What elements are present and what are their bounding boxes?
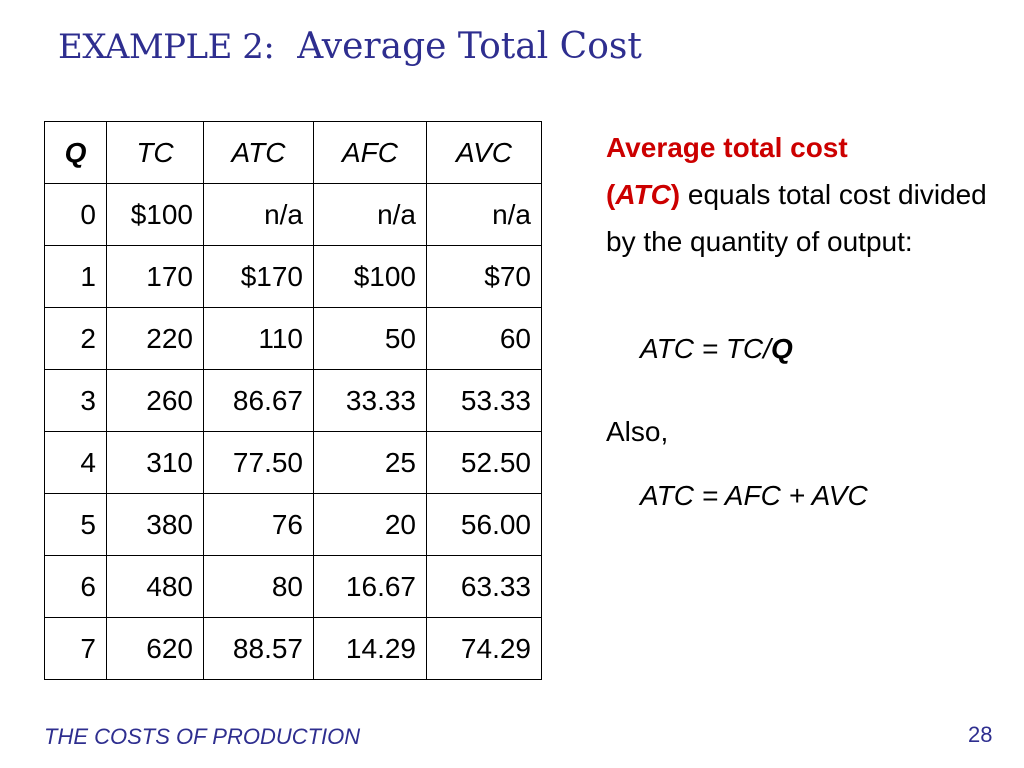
table-cell: n/a — [203, 183, 314, 246]
table-cell: 220 — [106, 307, 204, 370]
header-afc: AFC — [313, 121, 427, 184]
table-cell: 86.67 — [203, 369, 314, 432]
table-cell: 77.50 — [203, 431, 314, 494]
abbr-open: ( — [606, 179, 616, 210]
header-atc: ATC — [203, 121, 314, 184]
table-cell: 50 — [313, 307, 427, 370]
slide-title: EXAMPLE 2: Average Total Cost — [58, 26, 642, 67]
table-cell: 60 — [426, 307, 542, 370]
table-body: 0 $100 n/a n/a n/a 1 170 $170 $100 $70 2 220 110 50 60… — [44, 183, 542, 680]
table-cell: 6 — [44, 555, 107, 618]
table-cell: 52.50 — [426, 431, 542, 494]
table-cell: 88.57 — [203, 617, 314, 680]
table-cell: $100 — [313, 245, 427, 308]
formula1-lhs: ATC = TC/ — [640, 333, 771, 364]
title-prefix: EXAMPLE 2: — [58, 27, 275, 67]
also-text: Also, — [606, 416, 669, 447]
definition-body: equals total cost divided by the quantit… — [606, 179, 987, 257]
header-tc: TC — [106, 121, 204, 184]
formula-atc: ATC = TC/Q — [640, 333, 793, 365]
definition-text: Average total cost (ATC) equals total co… — [606, 124, 1006, 265]
table-cell: 260 — [106, 369, 204, 432]
abbr-close: ) — [670, 179, 681, 210]
table-row: 0 $100 n/a n/a n/a — [44, 183, 542, 246]
table-cell: 620 — [106, 617, 204, 680]
header-avc: AVC — [426, 121, 542, 184]
table-cell: 20 — [313, 493, 427, 556]
table-row: 7 620 88.57 14.29 74.29 — [44, 617, 542, 680]
table-cell: 80 — [203, 555, 314, 618]
formula1-q: Q — [770, 333, 793, 364]
table-cell: $170 — [203, 245, 314, 308]
table-cell: 5 — [44, 493, 107, 556]
table-row: 5 380 76 20 56.00 — [44, 493, 542, 556]
table-row: 6 480 80 16.67 63.33 — [44, 555, 542, 618]
table-cell: 16.67 — [313, 555, 427, 618]
table-cell: 310 — [106, 431, 204, 494]
table-cell: 3 — [44, 369, 107, 432]
table-cell: 74.29 — [426, 617, 542, 680]
table-cell: 0 — [44, 183, 107, 246]
title-main: Average Total Cost — [297, 26, 642, 67]
page-number: 28 — [968, 722, 993, 747]
table-cell: 7 — [44, 617, 107, 680]
definition-abbr: ATC — [615, 179, 671, 210]
table-cell: 33.33 — [313, 369, 427, 432]
table-header-row: Q TC ATC AFC AVC — [44, 121, 542, 184]
table-row: 2 220 110 50 60 — [44, 307, 542, 370]
table-row: 4 310 77.50 25 52.50 — [44, 431, 542, 494]
table-cell: 170 — [106, 245, 204, 308]
table-cell: n/a — [426, 183, 542, 246]
table-row: 1 170 $170 $100 $70 — [44, 245, 542, 308]
table-cell: 1 — [44, 245, 107, 308]
table-cell: 480 — [106, 555, 204, 618]
table-cell: 76 — [203, 493, 314, 556]
cost-table: Q TC ATC AFC AVC 0 $100 n/a n/a n/a 1 170 $170 $… — [44, 121, 542, 680]
table-cell: 53.33 — [426, 369, 542, 432]
table-cell: n/a — [313, 183, 427, 246]
table-cell: 4 — [44, 431, 107, 494]
table-cell: 380 — [106, 493, 204, 556]
table-cell: $100 — [106, 183, 204, 246]
table-cell: 25 — [313, 431, 427, 494]
formula-atc-sum: ATC = AFC + AVC — [640, 480, 868, 511]
table-cell: 56.00 — [426, 493, 542, 556]
table-cell: $70 — [426, 245, 542, 308]
table-cell: 63.33 — [426, 555, 542, 618]
definition-term: Average total cost — [606, 132, 848, 163]
footer-text: THE COSTS OF PRODUCTION — [44, 724, 361, 749]
header-q: Q — [44, 121, 107, 184]
table-cell: 2 — [44, 307, 107, 370]
table-row: 3 260 86.67 33.33 53.33 — [44, 369, 542, 432]
table-cell: 110 — [203, 307, 314, 370]
table-cell: 14.29 — [313, 617, 427, 680]
